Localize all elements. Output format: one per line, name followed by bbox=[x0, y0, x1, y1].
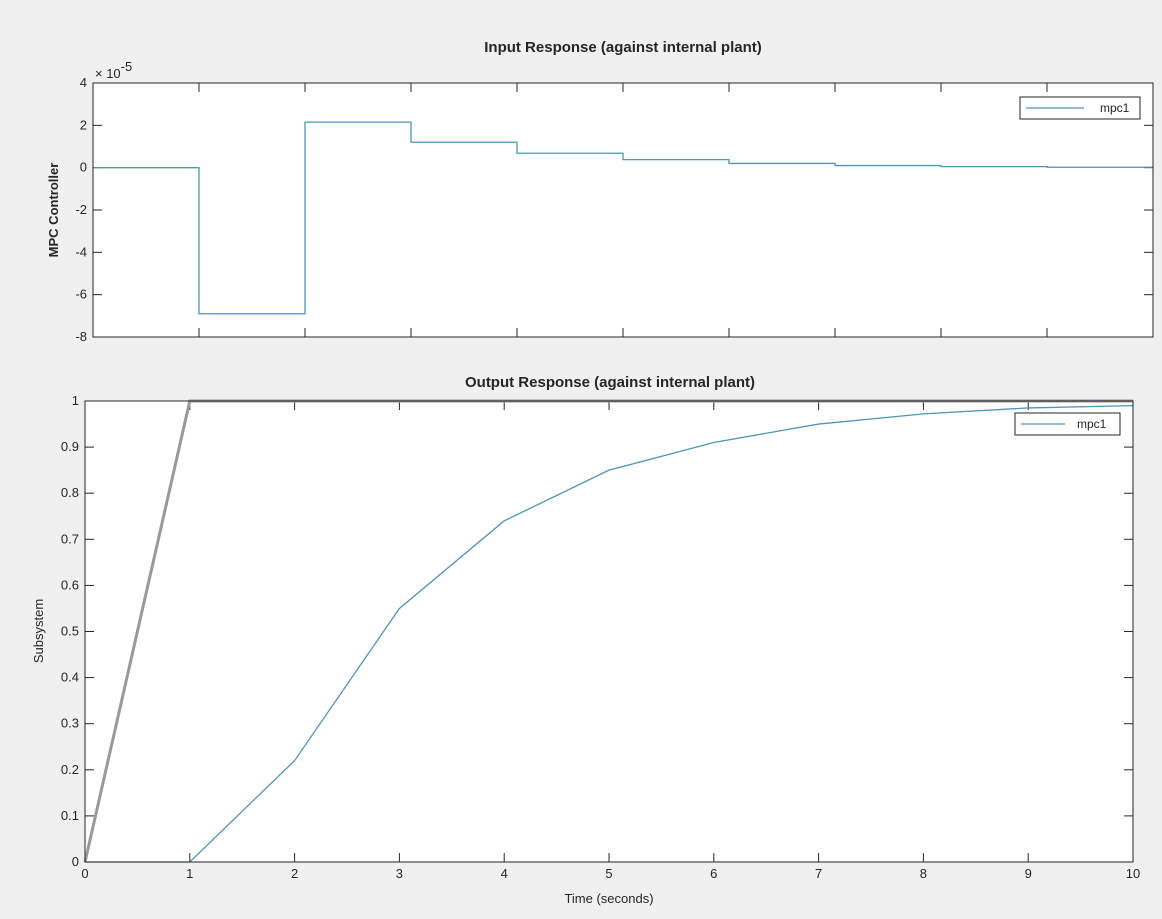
input-axes-box bbox=[92, 82, 1154, 338]
x-tick-label: 2 bbox=[291, 866, 298, 881]
input-plot-title: Input Response (against internal plant) bbox=[484, 39, 762, 56]
input-response-plot: Input Response (against internal plant) … bbox=[46, 39, 1154, 344]
y-tick-label: 0.1 bbox=[61, 808, 79, 823]
y-tick-label: 0.5 bbox=[61, 624, 79, 639]
y-tick-label: 0.7 bbox=[61, 531, 79, 546]
x-tick-label: 10 bbox=[1126, 866, 1140, 881]
output-ylabel: Subsystem bbox=[31, 599, 46, 663]
output-ticks: 0 1 2 3 4 5 6 7 8 9 10 1 0.9 0.8 0.7 0.6 0.5 0.4 0.3 0.2 0.1… bbox=[61, 393, 1140, 881]
output-axes-box bbox=[84, 400, 1134, 863]
x-tick-label: 3 bbox=[396, 866, 403, 881]
y-tick-label: 0 bbox=[72, 854, 79, 869]
x-tick-label: 7 bbox=[815, 866, 822, 881]
exponent-power: -5 bbox=[121, 59, 133, 74]
y-tick-label: 0.4 bbox=[61, 670, 79, 685]
y-tick-label: 1 bbox=[72, 393, 79, 408]
y-tick-label: 4 bbox=[80, 75, 87, 90]
mpc1-input-step-line bbox=[93, 121, 1154, 315]
input-plot-area bbox=[93, 121, 1154, 315]
output-legend-box bbox=[1014, 412, 1121, 436]
y-tick-label: -4 bbox=[75, 244, 87, 259]
y-tick-label: -2 bbox=[75, 202, 87, 217]
output-response-plot: Output Response (against internal plant)… bbox=[31, 374, 1140, 906]
input-legend-label: mpc1 bbox=[1100, 101, 1130, 115]
x-tick-label: 4 bbox=[501, 866, 508, 881]
output-xlabel: Time (seconds) bbox=[564, 891, 653, 906]
y-tick-label: 0.3 bbox=[61, 716, 79, 731]
y-tick-label: 0.9 bbox=[61, 439, 79, 454]
x-tick-label: 0 bbox=[81, 866, 88, 881]
y-tick-label: -6 bbox=[75, 287, 87, 302]
input-legend: mpc1 bbox=[1019, 96, 1141, 120]
input-ylabel: MPC Controller bbox=[46, 163, 61, 258]
x-tick-label: 1 bbox=[186, 866, 193, 881]
output-legend-label: mpc1 bbox=[1077, 417, 1107, 431]
y-tick-label: 2 bbox=[80, 117, 87, 132]
mpc1-output-line bbox=[85, 404, 1134, 863]
y-tick-label: -8 bbox=[75, 329, 87, 344]
y-tick-label: 0 bbox=[80, 160, 87, 175]
x-tick-label: 8 bbox=[920, 866, 927, 881]
x-tick-label: 6 bbox=[710, 866, 717, 881]
y-tick-label: 0.8 bbox=[61, 485, 79, 500]
input-axes-background bbox=[93, 83, 1153, 337]
output-plot-title: Output Response (against internal plant) bbox=[465, 374, 755, 391]
y-tick-label: 0.6 bbox=[61, 577, 79, 592]
y-tick-label: 0.2 bbox=[61, 762, 79, 777]
exponent-base: × 10 bbox=[95, 66, 121, 81]
input-exponent-label: × 10-5 bbox=[95, 59, 132, 81]
x-tick-label: 9 bbox=[1025, 866, 1032, 881]
output-axes-background bbox=[85, 401, 1133, 862]
output-legend: mpc1 bbox=[1014, 412, 1121, 436]
x-tick-label: 5 bbox=[605, 866, 612, 881]
